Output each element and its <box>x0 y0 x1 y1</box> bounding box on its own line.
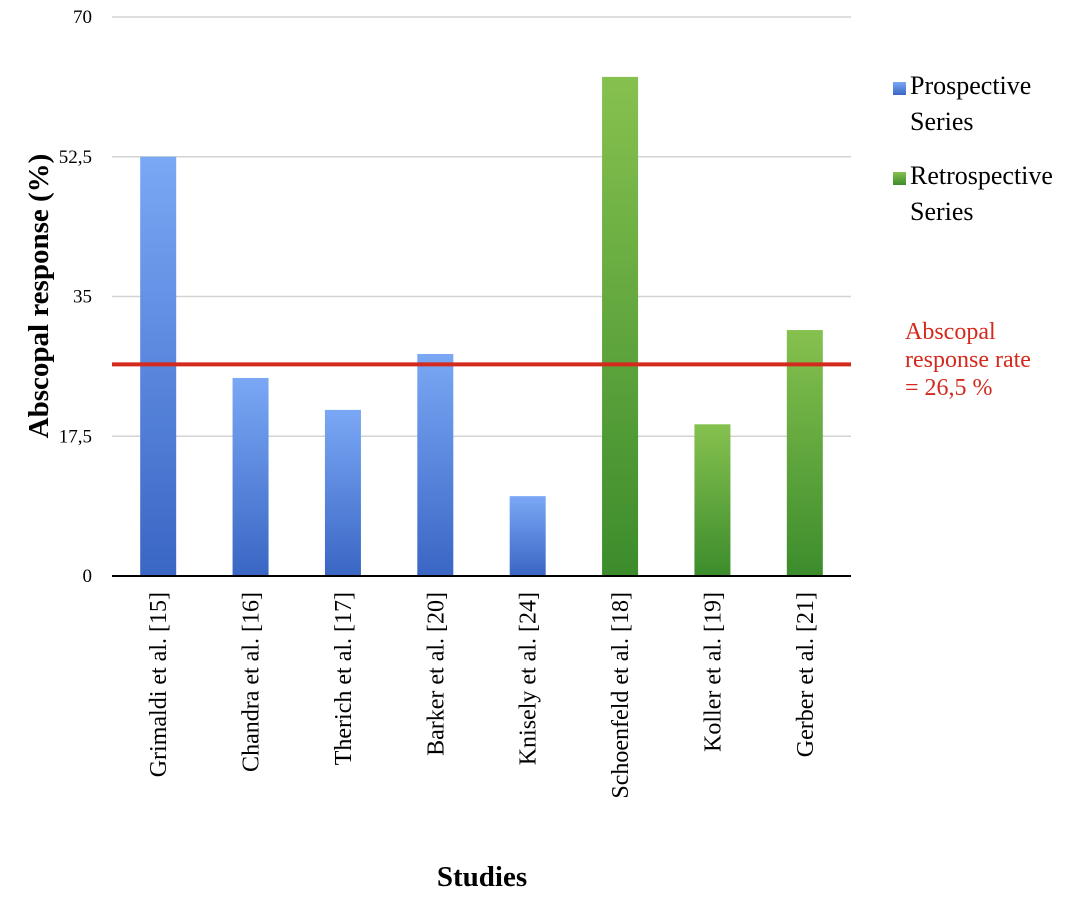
bars <box>140 76 823 577</box>
gridlines <box>112 16 851 437</box>
bar <box>602 76 639 577</box>
legend-swatch <box>893 82 906 95</box>
x-category-label: Barker et al. [20] <box>423 592 449 756</box>
y-tick-label: 70 <box>73 7 92 28</box>
y-tick-label: 0 <box>83 566 93 587</box>
bar <box>417 353 454 576</box>
x-category-label: Therich et al. [17] <box>331 592 357 765</box>
x-axis-title: Studies <box>437 861 527 893</box>
x-category-label: Grimaldi et al. [15] <box>146 592 172 777</box>
x-category-label: Gerber et al. [21] <box>793 592 819 757</box>
y-tick-label: 52,5 <box>59 147 92 168</box>
legend: Prospective Series Retrospective Series <box>893 71 1053 226</box>
reference-label-line: Abscopal <box>905 319 996 345</box>
y-tick-label: 35 <box>73 287 92 308</box>
legend-label: Series <box>910 197 974 226</box>
y-axis-title: Abscopal response (%) <box>23 154 55 439</box>
x-category-label: Schoenfeld et al. [18] <box>608 592 634 799</box>
x-category-label: Chandra et al. [16] <box>239 592 265 772</box>
bar <box>509 496 546 576</box>
legend-label: Retrospective <box>910 161 1053 190</box>
bar <box>694 424 731 576</box>
x-category-label: Knisely et al. [24] <box>516 592 542 765</box>
x-category-labels: Grimaldi et al. [15] Chandra et al. [16] T… <box>146 592 819 799</box>
bar <box>232 377 269 576</box>
y-tick-labels: 0 17,5 35 52,5 70 <box>59 7 92 587</box>
y-tick-label: 17,5 <box>59 426 92 447</box>
reference-label-line: response rate <box>905 347 1031 373</box>
reference-label-line: = 26,5 % <box>905 375 993 401</box>
x-category-label: Koller et al. [19] <box>700 592 726 752</box>
legend-label: Series <box>910 107 974 136</box>
bar <box>786 330 823 576</box>
legend-label: Prospective <box>910 71 1031 100</box>
legend-swatch <box>893 172 906 185</box>
bar <box>324 409 361 576</box>
